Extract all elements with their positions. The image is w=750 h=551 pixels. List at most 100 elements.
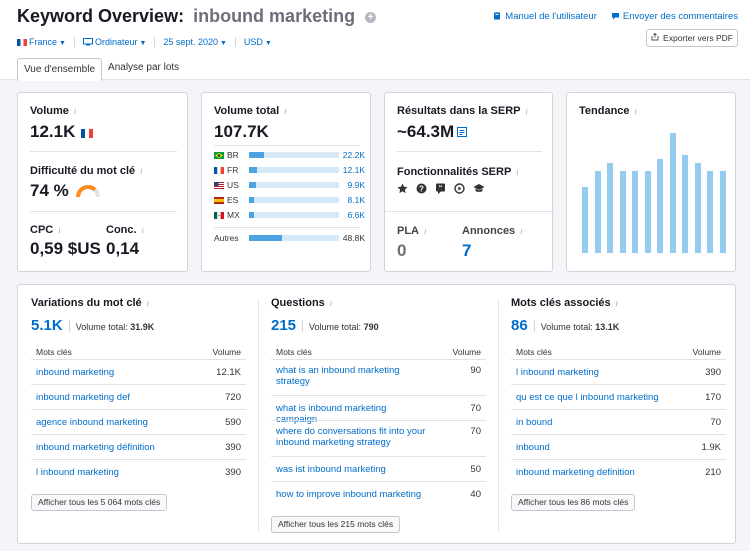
user-manual-link[interactable]: Manuel de l'utilisateur xyxy=(493,11,597,22)
card-divider xyxy=(30,211,177,212)
volume-label: Volume xyxy=(30,105,69,117)
keyword-link[interactable]: inbound marketing definition xyxy=(516,467,635,478)
serp-results-value: ~64.3M xyxy=(397,122,455,141)
keyword-volume: 210 xyxy=(705,467,721,478)
keyword-link[interactable]: inbound xyxy=(516,442,550,453)
feedback-link[interactable]: Envoyer des commentaires xyxy=(611,11,738,22)
svg-text:?: ? xyxy=(419,185,424,194)
trend-bar xyxy=(719,171,726,253)
country-code: BR xyxy=(227,150,239,160)
country-code: FR xyxy=(227,165,239,175)
questions-total-label: Volume total: xyxy=(309,322,362,332)
trend-bar xyxy=(669,133,676,253)
tab-overview[interactable]: Vue d'ensemble xyxy=(17,58,103,81)
currency-dropdown[interactable]: USD ▼ xyxy=(244,37,272,47)
question-icon[interactable]: ? xyxy=(416,183,427,194)
page-title: Keyword Overview: inbound marketing + xyxy=(17,6,377,27)
keyword-link[interactable]: l inbound marketing xyxy=(516,367,599,378)
column-divider xyxy=(498,299,499,531)
keyword-volume: 390 xyxy=(225,442,241,453)
country-volume[interactable]: 6.6K xyxy=(347,210,366,220)
database-dropdown[interactable]: France ▼ xyxy=(17,37,66,47)
keyword-link[interactable]: how to improve inbound marketing xyxy=(276,489,422,500)
column-header-volume: Volume xyxy=(212,347,241,357)
br-flag-icon xyxy=(214,151,227,159)
variations-show-all-button[interactable]: Afficher tous les 5 064 mots clés xyxy=(31,494,168,511)
keyword-link[interactable]: agence inbound marketing xyxy=(36,417,148,428)
add-keyword-icon[interactable]: + xyxy=(365,12,377,23)
pla-value: 0 xyxy=(397,241,407,260)
video-icon[interactable] xyxy=(454,183,465,194)
top-links: Manuel de l'utilisateur Envoyer des comm… xyxy=(493,11,738,22)
questions-count[interactable]: 215 xyxy=(271,317,297,334)
table-row: in bound 70 xyxy=(511,409,726,434)
keyword-link[interactable]: what is inbound marketing campaign xyxy=(276,403,387,425)
column-header-keywords: Mots clés xyxy=(516,347,552,357)
keyword-link[interactable]: inbound marketing def xyxy=(36,392,131,403)
info-icon[interactable]: i xyxy=(516,168,519,177)
serp-feature-icons: ? “ xyxy=(397,183,485,194)
country-bar xyxy=(249,212,339,218)
date-dropdown[interactable]: 25 sept. 2020 ▼ xyxy=(163,37,226,47)
info-icon[interactable]: i xyxy=(424,227,427,236)
keyword-link[interactable]: where do conversations fit into your inb… xyxy=(276,426,426,448)
page-title-label: Keyword Overview: xyxy=(17,6,185,26)
tab-bulk-analysis[interactable]: Analyse par lots xyxy=(108,62,180,73)
country-volume[interactable]: 8.1K xyxy=(347,195,366,205)
user-manual-label: Manuel de l'utilisateur xyxy=(505,11,597,22)
graduation-icon[interactable] xyxy=(473,183,485,194)
serp-results-label: Résultats dans la SERP xyxy=(397,105,521,117)
keyword-volume: 90 xyxy=(470,365,481,376)
country-code: MX xyxy=(227,210,240,220)
difficulty-gauge xyxy=(75,184,100,197)
country-bar xyxy=(249,182,339,188)
keyword-link[interactable]: inbound marketing xyxy=(36,367,115,378)
country-bar-fill xyxy=(249,212,254,218)
questions-show-all-button[interactable]: Afficher tous les 215 mots clés xyxy=(271,516,401,533)
others-value: 48.8K xyxy=(342,233,365,243)
filters-bar: France ▼ Ordinateur ▼ 25 sept. 2020 ▼ USD ▼ xyxy=(17,37,272,47)
keyword-link[interactable]: was ist inbound marketing xyxy=(276,464,386,475)
info-icon[interactable]: i xyxy=(141,226,144,235)
info-icon[interactable]: i xyxy=(525,107,528,116)
star-icon[interactable] xyxy=(397,183,408,194)
difficulty-label: Difficulté du mot clé xyxy=(30,165,136,177)
device-dropdown[interactable]: Ordinateur ▼ xyxy=(82,37,146,47)
related-count[interactable]: 86 xyxy=(511,317,528,334)
keyword-link[interactable]: inbound marketing définition xyxy=(36,442,155,453)
info-icon[interactable]: i xyxy=(140,167,143,176)
variations-count[interactable]: 5.1K xyxy=(31,317,63,334)
table-row: what is inbound marketing campaign 70 xyxy=(271,395,486,425)
device-label: Ordinateur xyxy=(94,37,138,47)
info-icon[interactable]: i xyxy=(329,299,333,308)
us-flag-icon xyxy=(214,181,227,189)
info-icon[interactable]: i xyxy=(634,107,637,116)
country-volume[interactable]: 9.9K xyxy=(347,180,366,190)
database-label: France xyxy=(29,37,58,47)
info-icon[interactable]: i xyxy=(146,299,149,308)
info-icon[interactable]: i xyxy=(73,107,77,116)
date-label: 25 sept. 2020 xyxy=(163,37,218,47)
country-volume[interactable]: 22.2K xyxy=(342,150,365,160)
trend-bar xyxy=(682,154,689,253)
serp-report-icon[interactable] xyxy=(454,127,468,140)
cpc-value: 0,59 $US xyxy=(30,239,101,258)
country-volume[interactable]: 12.1K xyxy=(342,165,365,175)
book-icon xyxy=(493,12,501,20)
keyword-volume: 390 xyxy=(225,467,241,478)
questions-column: Questions i 215 Volume total: 790 Mots clés V… xyxy=(271,285,486,545)
keyword-link[interactable]: l inbound marketing xyxy=(36,467,119,478)
keyword-link[interactable]: in bound xyxy=(516,417,553,428)
table-row: inbound 1.9K xyxy=(511,434,726,459)
feedback-label: Envoyer des commentaires xyxy=(622,11,738,22)
info-icon[interactable]: i xyxy=(520,227,523,236)
quote-icon[interactable]: “ xyxy=(435,183,446,194)
export-pdf-button[interactable]: Exporter vers PDF xyxy=(646,29,738,47)
info-icon[interactable]: i xyxy=(615,299,618,308)
info-icon[interactable]: i xyxy=(58,226,61,235)
related-show-all-button[interactable]: Afficher tous les 86 mots clés xyxy=(511,494,636,511)
info-icon[interactable]: i xyxy=(284,107,287,116)
filter-divider xyxy=(73,37,75,47)
keyword-link[interactable]: qu est ce que l inbound marketing xyxy=(516,392,659,403)
keyword-link[interactable]: what is an inbound marketing strategy xyxy=(276,365,400,387)
